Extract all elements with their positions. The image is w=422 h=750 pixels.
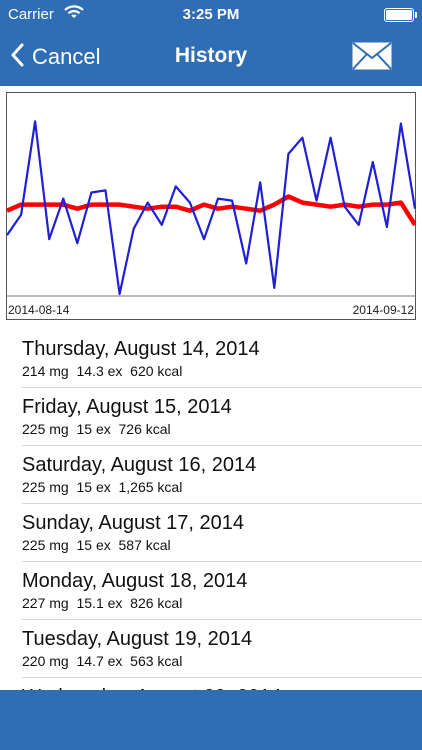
status-time: 3:25 PM [182,6,240,23]
history-row-detail: 227 mg 15.1 ex 826 kcal [22,595,183,611]
envelope-icon [352,42,392,74]
carrier-label: Carrier [8,6,54,23]
history-row-detail: 225 mg 15 ex 726 kcal [22,421,171,437]
bottom-toolbar [0,690,422,750]
wifi-icon [64,4,84,24]
history-row-date: Thursday, August 14, 2014 [22,338,260,360]
battery-icon [384,8,417,22]
header: Carrier 3:25 PM Cancel History [0,0,422,86]
chevron-left-icon [10,43,24,72]
series-line-red [6,194,416,227]
history-row-date: Sunday, August 17, 2014 [22,512,245,534]
history-row-detail: 214 mg 14.3 ex 620 kcal [22,363,183,379]
history-row-date: Wednesday, August 20, 2014 [22,678,422,690]
history-row[interactable]: Tuesday, August 19, 2014 220 mg 14.7 ex 5… [0,620,422,678]
history-row[interactable]: Monday, August 18, 2014 227 mg 15.1 ex 82… [0,562,422,620]
history-row[interactable]: Saturday, August 16, 2014 225 mg 15 ex 1,… [0,446,422,504]
history-row[interactable]: Friday, August 15, 2014 225 mg 15 ex 726 … [0,388,422,446]
series-line-blue [6,120,416,296]
history-row-date: Friday, August 15, 2014 [22,396,232,418]
status-bar: Carrier 3:25 PM [0,0,422,30]
history-row[interactable]: Thursday, August 14, 2014 214 mg 14.3 ex … [0,330,422,388]
history-row-detail: 225 mg 15 ex 587 kcal [22,537,171,553]
history-chart: 2014-08-14 2014-09-12 [6,92,416,320]
cancel-label: Cancel [32,44,101,69]
history-row-date: Saturday, August 16, 2014 [22,454,257,476]
history-row-date: Monday, August 18, 2014 [22,570,248,592]
x-tick-label-end: 2014-09-12 [353,303,415,317]
history-row-detail: 225 mg 15 ex 1,265 kcal [22,479,183,495]
cancel-button[interactable]: Cancel [10,40,100,74]
nav-bar: Cancel History [0,30,422,86]
history-row-detail: 220 mg 14.7 ex 563 kcal [22,653,183,669]
page-title: History [174,44,248,67]
history-row[interactable]: Sunday, August 17, 2014 225 mg 15 ex 587 … [0,504,422,562]
history-list[interactable]: Thursday, August 14, 2014 214 mg 14.3 ex … [0,330,422,690]
mail-button[interactable] [352,42,392,70]
history-row[interactable]: Wednesday, August 20, 2014 [0,678,422,690]
history-row-date: Tuesday, August 19, 2014 [22,628,253,650]
x-tick-label-start: 2014-08-14 [8,303,70,317]
